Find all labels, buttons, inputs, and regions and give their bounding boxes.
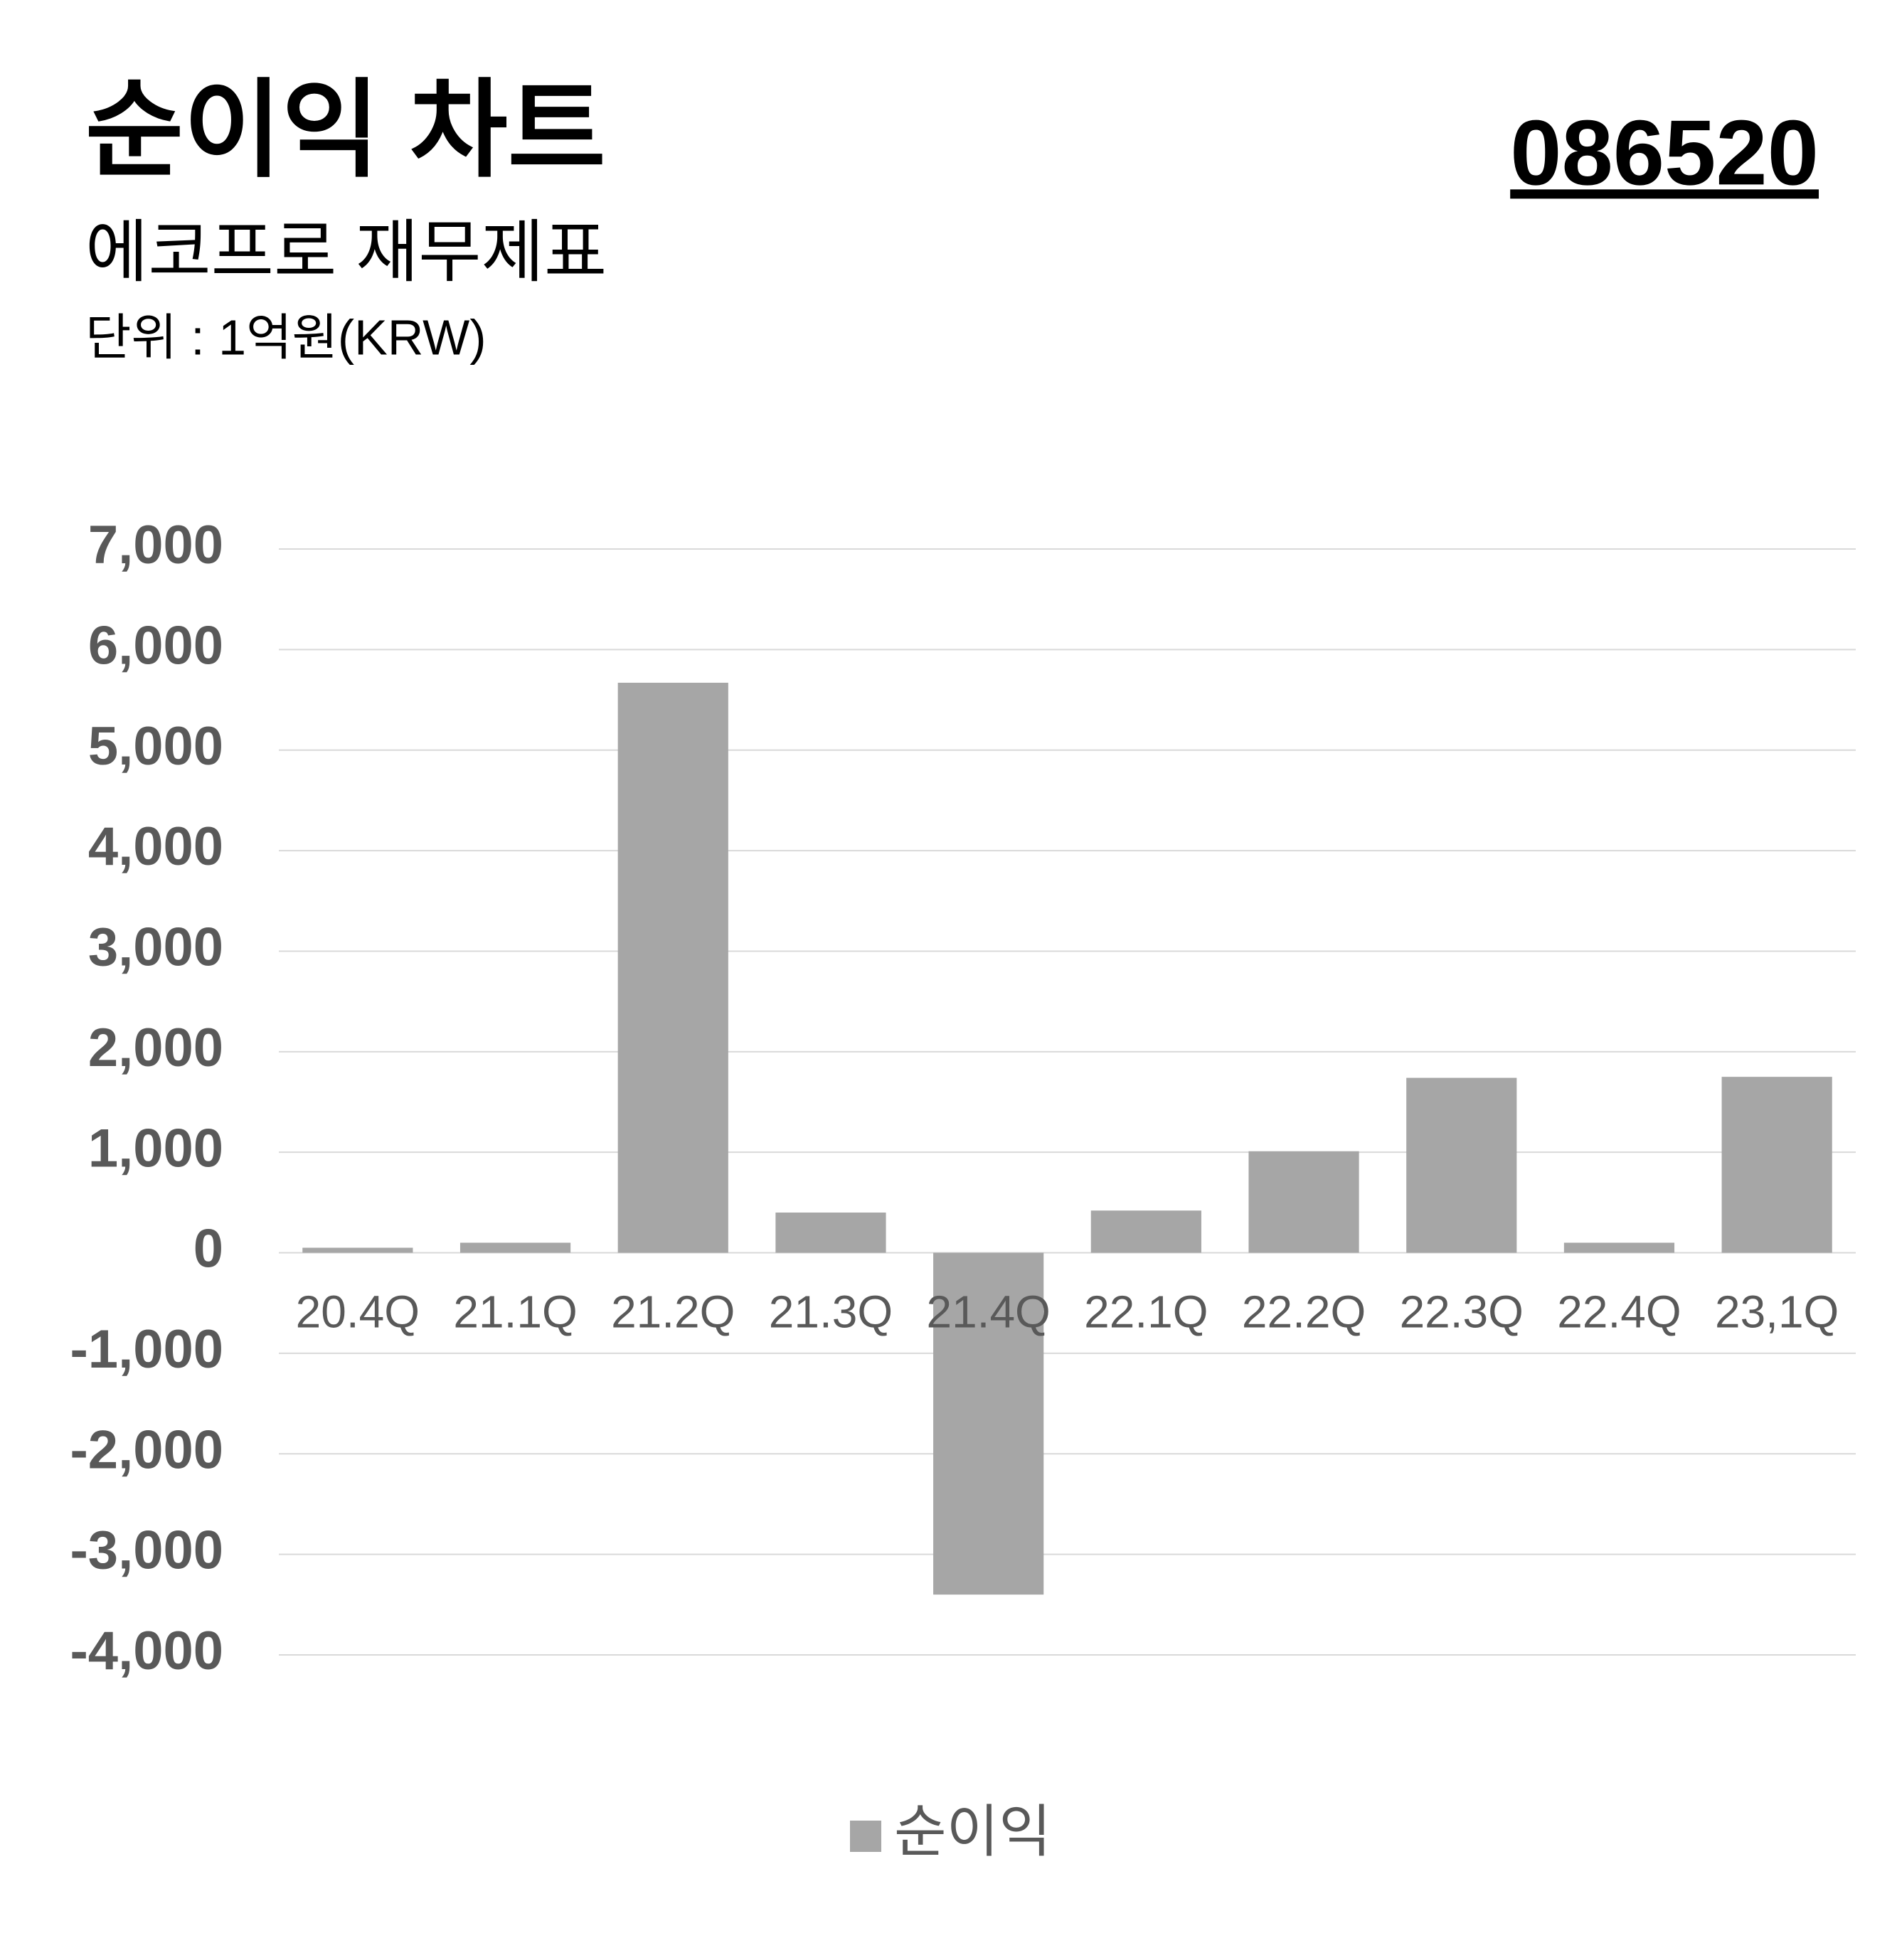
- bar: [1406, 1077, 1517, 1253]
- x-tick-label: 23,1Q: [1715, 1286, 1839, 1337]
- legend-label: 순이익: [894, 1800, 1051, 1863]
- x-tick-label: 22.1Q: [1084, 1286, 1208, 1337]
- y-tick-label: 7,000: [88, 515, 223, 575]
- bar: [1721, 1077, 1832, 1253]
- y-tick-label: -1,000: [70, 1319, 224, 1380]
- x-tick-label: 22.3Q: [1400, 1286, 1524, 1337]
- bar: [1563, 1242, 1675, 1253]
- y-tick-label: -2,000: [70, 1420, 224, 1480]
- x-tick-label: 21.2Q: [611, 1286, 735, 1337]
- bar: [775, 1213, 886, 1253]
- legend-swatch: [850, 1821, 881, 1852]
- x-tick-label: 22.4Q: [1557, 1286, 1681, 1337]
- y-tick-label: 1,000: [88, 1118, 223, 1178]
- x-tick-label: 20.4Q: [296, 1286, 420, 1337]
- y-tick-label: 6,000: [88, 615, 223, 676]
- y-tick-label: 0: [193, 1219, 223, 1279]
- y-tick-label: -4,000: [70, 1621, 224, 1681]
- y-tick-label: 5,000: [88, 716, 223, 777]
- y-tick-label: -3,000: [70, 1520, 224, 1581]
- bar: [1090, 1210, 1201, 1253]
- y-tick-label: 3,000: [88, 917, 223, 978]
- x-tick-label: 21.1Q: [453, 1286, 577, 1337]
- bar: [459, 1242, 571, 1253]
- bar: [617, 683, 728, 1253]
- chart-title: 순이익 차트: [85, 70, 606, 190]
- y-tick-label: 2,000: [88, 1018, 223, 1078]
- stock-code: 086520: [1510, 100, 1819, 204]
- bar: [302, 1247, 413, 1253]
- bar: [933, 1252, 1044, 1595]
- subtitle: 에코프로 재무제표: [85, 214, 607, 290]
- x-tick-label: 21.3Q: [769, 1286, 893, 1337]
- y-tick-label: 4,000: [88, 816, 223, 877]
- x-tick-label: 21.4Q: [926, 1286, 1050, 1337]
- bar: [1248, 1151, 1359, 1253]
- unit-label: 단위 : 1억원(KRW): [85, 309, 487, 365]
- x-tick-label: 22.2Q: [1242, 1286, 1366, 1337]
